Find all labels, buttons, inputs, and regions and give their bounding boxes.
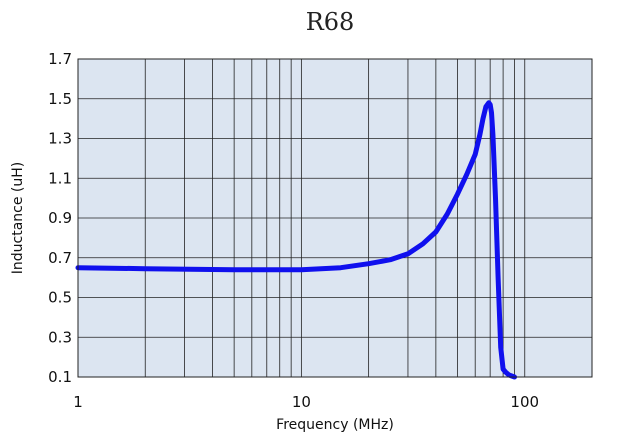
y-tick-label: 0.9 — [48, 209, 72, 227]
chart-title: R68 — [306, 8, 355, 36]
x-tick-label: 100 — [510, 393, 539, 411]
y-tick-label: 1.3 — [48, 130, 72, 148]
grid-lines — [78, 59, 592, 377]
series-line — [75, 100, 517, 380]
y-tick-labels: 0.1 0.3 0.5 0.7 0.9 1.1 1.3 1.5 1.7 — [48, 50, 72, 386]
y-tick-label: 1.5 — [48, 90, 72, 108]
y-tick-label: 0.1 — [48, 368, 72, 386]
y-tick-label: 1.7 — [48, 50, 72, 68]
y-tick-label: 0.5 — [48, 289, 72, 307]
x-tick-label: 1 — [73, 393, 83, 411]
y-tick-label: 0.3 — [48, 328, 72, 346]
y-axis-label: Inductance (uH) — [10, 162, 26, 275]
x-tick-labels: 1 10 100 — [73, 393, 539, 411]
y-tick-label: 1.1 — [48, 169, 72, 187]
plot-border — [77, 58, 593, 378]
y-tick-label: 0.7 — [48, 249, 72, 267]
x-axis-label: Frequency (MHz) — [276, 417, 394, 433]
x-tick-label: 10 — [292, 393, 311, 411]
